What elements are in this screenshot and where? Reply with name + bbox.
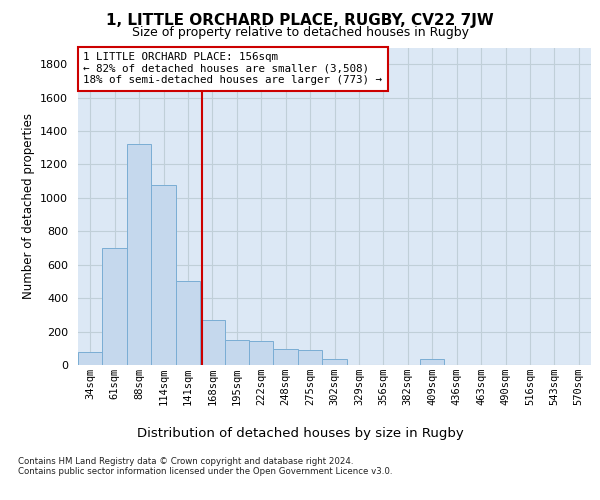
Bar [274,349,298,365]
Bar [78,352,103,365]
Text: 1 LITTLE ORCHARD PLACE: 156sqm
← 82% of detached houses are smaller (3,508)
18% : 1 LITTLE ORCHARD PLACE: 156sqm ← 82% of … [83,52,382,86]
Bar [420,359,445,365]
Bar [298,350,322,365]
Text: Contains HM Land Registry data © Crown copyright and database right 2024.: Contains HM Land Registry data © Crown c… [18,458,353,466]
Text: Contains public sector information licensed under the Open Government Licence v3: Contains public sector information licen… [18,468,392,476]
Bar [322,359,347,365]
Bar [200,320,224,365]
Bar [176,282,200,365]
Text: Size of property relative to detached houses in Rugby: Size of property relative to detached ho… [131,26,469,39]
Bar [249,341,274,365]
Y-axis label: Number of detached properties: Number of detached properties [22,114,35,299]
Bar [151,186,176,365]
Bar [103,248,127,365]
Text: 1, LITTLE ORCHARD PLACE, RUGBY, CV22 7JW: 1, LITTLE ORCHARD PLACE, RUGBY, CV22 7JW [106,12,494,28]
Bar [224,340,249,365]
Text: Distribution of detached houses by size in Rugby: Distribution of detached houses by size … [137,428,463,440]
Bar [127,144,151,365]
